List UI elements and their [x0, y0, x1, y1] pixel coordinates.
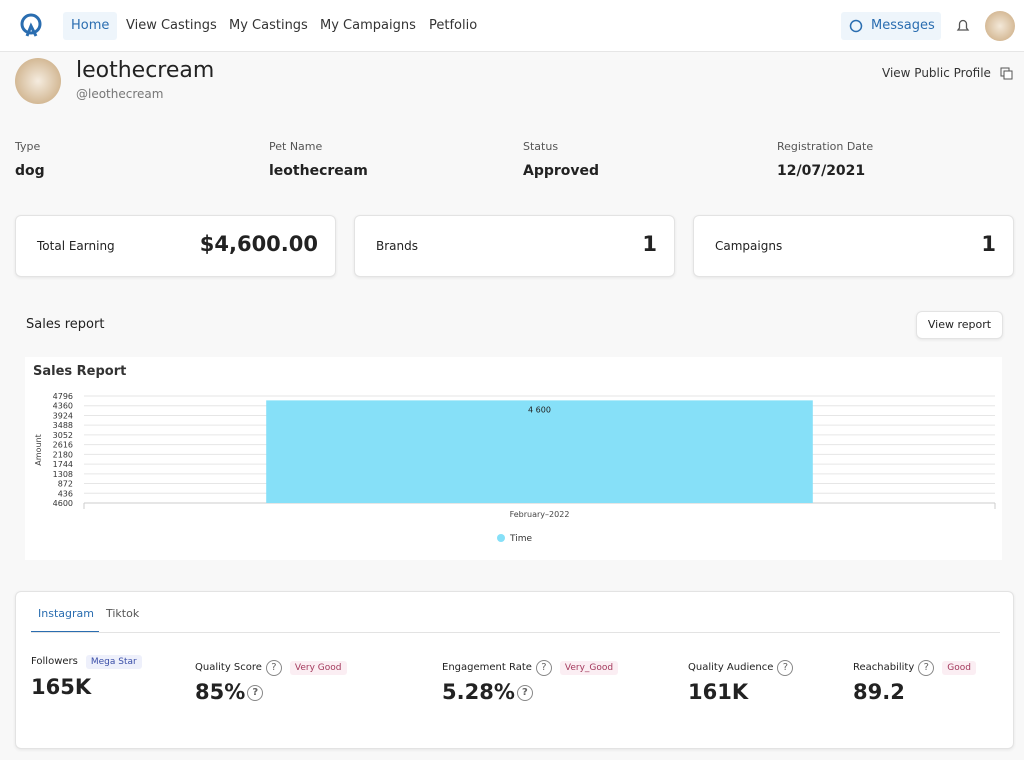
- metric-badge: Good: [942, 661, 976, 675]
- y-tick-label: 1744: [53, 460, 73, 469]
- nav-item[interactable]: View Castings: [126, 18, 217, 33]
- help-icon[interactable]: ?: [265, 660, 282, 676]
- metric-label-text: Reachability: [853, 662, 915, 673]
- chart-panel: Sales Report Amount 4600 436 872 1308 1744 2180…: [25, 357, 1002, 560]
- metric-label-text: Quality Score: [195, 662, 262, 673]
- profile-photo: [15, 58, 61, 104]
- y-tick-label: 2180: [53, 450, 73, 459]
- metric-value: 89.2: [853, 680, 905, 704]
- nav-item[interactable]: Home: [63, 12, 118, 40]
- metric-label: Quality Score? Very Good: [195, 660, 347, 676]
- y-tick-label: 3488: [53, 421, 73, 430]
- y-tick-label: 436: [58, 489, 73, 498]
- y-tick-label: 3052: [53, 431, 73, 440]
- y-tick-label: 872: [58, 480, 73, 489]
- metric-value: 165K: [31, 675, 91, 699]
- help-icon[interactable]: ?: [247, 685, 264, 701]
- metric-value-text: 161K: [688, 680, 749, 704]
- y-tick-label: 3924: [53, 411, 73, 420]
- metric-label: Followers Mega Star: [31, 655, 142, 669]
- metric-value: 85%?: [195, 680, 264, 704]
- y-axis-label: Amount: [34, 434, 43, 465]
- stat-label: Campaigns: [715, 239, 783, 253]
- detail-label: Pet Name: [269, 140, 323, 153]
- metric-label: Engagement Rate? Very_Good: [442, 660, 619, 676]
- metric-value-text: 89.2: [853, 680, 905, 704]
- profile-name: leothecream: [76, 58, 215, 83]
- y-tick-label: 4360: [53, 402, 73, 411]
- profile-handle: @leothecream: [76, 87, 164, 101]
- stat-value: 1: [642, 232, 657, 256]
- metric-value-text: 165K: [31, 675, 92, 699]
- legend-label: Time: [509, 534, 532, 544]
- detail-label: Type: [15, 140, 41, 153]
- detail-label: Registration Date: [777, 140, 874, 153]
- avatar[interactable]: [985, 11, 1015, 41]
- metric-label: Reachability? Good: [853, 660, 976, 676]
- stat-card: Brands 1: [354, 215, 675, 277]
- detail-value: leothecream: [269, 163, 368, 179]
- help-icon[interactable]: ?: [918, 660, 935, 676]
- help-icon[interactable]: ?: [516, 685, 533, 701]
- section-title: Sales report: [26, 317, 105, 332]
- tab[interactable]: Instagram: [38, 607, 94, 620]
- chat-icon: [849, 19, 863, 33]
- public-profile-link[interactable]: View Public Profile: [882, 66, 991, 80]
- detail-label: Status: [523, 140, 559, 153]
- bar: [266, 400, 813, 503]
- y-tick-label: 4600: [53, 499, 73, 508]
- detail-value: dog: [15, 163, 45, 179]
- metric-badge: Very_Good: [559, 661, 619, 675]
- data-label: 4 600: [528, 405, 551, 414]
- y-tick-label: 2616: [53, 441, 73, 450]
- metric-value-text: 85%: [195, 680, 246, 704]
- nav-item[interactable]: Petfolio: [429, 18, 478, 33]
- stat-label: Brands: [376, 239, 418, 253]
- logo: [20, 13, 42, 37]
- nav-bar: Home View Castings My Castings My Campai…: [0, 0, 1024, 52]
- metric-value: 5.28%?: [442, 680, 533, 704]
- x-tick-label: February–2022: [510, 510, 570, 519]
- stat-label: Total Earning: [37, 239, 115, 253]
- metric-label-text: Followers: [31, 656, 78, 667]
- x-axis: [83, 502, 996, 509]
- view-report-button[interactable]: View report: [916, 311, 1003, 339]
- stat-value: 1: [981, 232, 996, 256]
- help-icon[interactable]: ?: [777, 660, 794, 676]
- legend-swatch: [497, 534, 505, 542]
- metric-label-text: Engagement Rate: [442, 662, 532, 673]
- chart-title: Sales Report: [33, 364, 126, 379]
- tab[interactable]: Tiktok: [106, 607, 140, 620]
- metric-value: 161K: [688, 680, 748, 704]
- chart: Sales Report Amount 4600436872130817442180…: [33, 364, 996, 544]
- messages-button[interactable]: Messages: [841, 12, 941, 40]
- stat-card: Total Earning $4,600.00: [15, 215, 336, 277]
- nav-item[interactable]: My Campaigns: [320, 18, 416, 33]
- help-icon[interactable]: ?: [535, 660, 552, 676]
- metric-badge: Very Good: [289, 661, 347, 675]
- metric-label-text: Quality Audience: [688, 662, 774, 673]
- y-tick-label: 1308: [53, 470, 73, 479]
- stat-value: $4,600.00: [199, 232, 318, 256]
- metric-label: Quality Audience?: [688, 660, 794, 676]
- social-card: Instagram Tiktok Followers Mega Star 165K Q…: [15, 591, 1014, 749]
- divider: [31, 632, 1000, 633]
- detail-value: 12/07/2021: [777, 163, 866, 179]
- copy-icon[interactable]: [1000, 67, 1014, 81]
- metric-value-text: 5.28%: [442, 680, 515, 704]
- detail-value: Approved: [523, 163, 600, 179]
- stat-card: Campaigns 1: [693, 215, 1014, 277]
- bell-icon[interactable]: [955, 18, 971, 34]
- nav-item[interactable]: My Castings: [229, 18, 308, 33]
- metric-badge: Mega Star: [85, 655, 142, 669]
- y-tick-label: 4796: [53, 392, 73, 401]
